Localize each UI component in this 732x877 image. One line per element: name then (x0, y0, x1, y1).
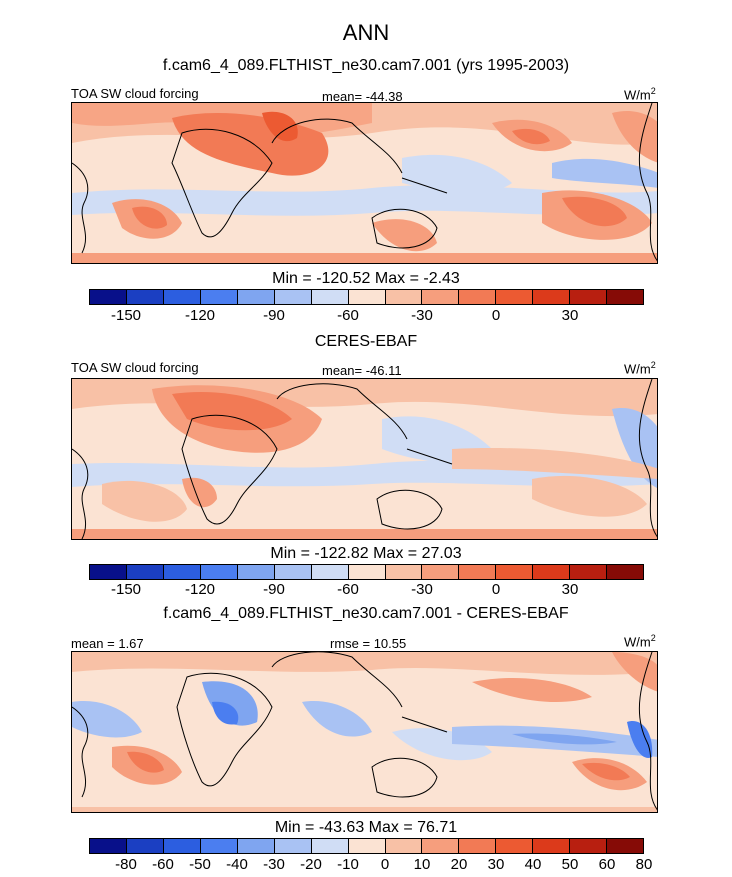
colorbar-tick-label: 10 (413, 856, 431, 873)
panel2-mean-label: mean= -46.11 (322, 363, 402, 378)
colorbar-tick-label: -20 (300, 856, 322, 873)
colorbar-tick-label: -60 (152, 856, 174, 873)
colorbar-swatch (422, 839, 460, 853)
colorbar-tick-label: -40 (226, 856, 248, 873)
panel1-colorbar-ticks: -150 -120 -90 -60 -30 0 30 (89, 307, 644, 325)
colorbar-swatch (90, 565, 127, 579)
colorbar-swatch (570, 839, 608, 853)
colorbar-swatch (274, 839, 312, 853)
colorbar-swatch (274, 290, 312, 304)
colorbar-tick-label: -60 (337, 307, 359, 324)
panel3-map (71, 651, 658, 813)
colorbar-swatch (237, 290, 275, 304)
panel3-mean-label: mean = 1.67 (71, 636, 144, 651)
colorbar-swatch (459, 839, 497, 853)
panel1-subtitle: f.cam6_4_089.FLTHIST_ne30.cam7.001 (yrs … (162, 57, 570, 74)
colorbar-swatch (496, 839, 534, 853)
colorbar-swatch (385, 565, 423, 579)
colorbar-swatch (90, 839, 127, 853)
colorbar-swatch (533, 290, 571, 304)
colorbar-swatch (126, 839, 164, 853)
colorbar-swatch (126, 565, 164, 579)
colorbar-tick-label: -30 (411, 307, 433, 324)
colorbar-tick-label: -120 (184, 307, 216, 324)
colorbar-tick-label: 30 (561, 581, 579, 598)
colorbar-tick-label: 80 (635, 856, 653, 873)
colorbar-swatch (607, 565, 644, 579)
colorbar-swatch (200, 839, 238, 853)
colorbar-swatch (237, 565, 275, 579)
panel1-minmax: Min = -120.52 Max = -2.43 (272, 270, 460, 287)
colorbar-swatch (200, 565, 238, 579)
colorbar-tick-label: -60 (337, 581, 359, 598)
panel1-mean-label: mean= -44.38 (322, 89, 403, 104)
figure-title: ANN (342, 20, 390, 45)
panel3-colorbar-ticks: -80 -60 -50 -40 -30 -20 -10 0 10 20 30 40 50 60 80 (89, 856, 652, 874)
colorbar-swatch (274, 565, 312, 579)
colorbar-tick-label: 0 (380, 856, 390, 873)
colorbar-swatch (348, 290, 386, 304)
colorbar-tick-label: 40 (524, 856, 542, 873)
panel3-colorbar (89, 838, 644, 854)
colorbar-swatch (90, 290, 127, 304)
colorbar-swatch (459, 290, 497, 304)
colorbar-tick-label: 50 (561, 856, 579, 873)
colorbar-swatch (607, 290, 644, 304)
panel2-map (71, 378, 658, 540)
colorbar-swatch (459, 565, 497, 579)
colorbar-swatch (496, 290, 534, 304)
panel3-units-label: W/m2 (624, 633, 656, 650)
panel3-subtitle: f.cam6_4_089.FLTHIST_ne30.cam7.001 - CER… (163, 605, 569, 622)
panel1-colorbar (89, 289, 644, 305)
panel2-field-label: TOA SW cloud forcing (71, 360, 199, 375)
colorbar-tick-label: -150 (110, 581, 142, 598)
panel3-minmax: Min = -43.63 Max = 76.71 (274, 819, 458, 836)
colorbar-tick-label: -120 (184, 581, 216, 598)
colorbar-tick-label: -150 (110, 307, 142, 324)
colorbar-swatch (570, 290, 608, 304)
colorbar-tick-label: -50 (189, 856, 211, 873)
colorbar-tick-label: 0 (491, 581, 501, 598)
colorbar-tick-label: -10 (337, 856, 359, 873)
colorbar-swatch (533, 839, 571, 853)
colorbar-tick-label: 20 (450, 856, 468, 873)
colorbar-swatch (348, 565, 386, 579)
colorbar-swatch (237, 839, 275, 853)
colorbar-swatch (163, 290, 201, 304)
panel2-units-label: W/m2 (624, 360, 656, 377)
colorbar-tick-label: -90 (263, 307, 285, 324)
colorbar-tick-label: -30 (263, 856, 285, 873)
panel1-map (71, 102, 658, 264)
colorbar-tick-label: 30 (561, 307, 579, 324)
colorbar-swatch (533, 565, 571, 579)
colorbar-swatch (311, 290, 349, 304)
panel2-subtitle: CERES-EBAF (314, 333, 418, 350)
colorbar-tick-label: -80 (115, 856, 137, 873)
colorbar-tick-label: 0 (491, 307, 501, 324)
colorbar-tick-label: 30 (487, 856, 505, 873)
colorbar-swatch (570, 565, 608, 579)
colorbar-swatch (311, 839, 349, 853)
colorbar-swatch (126, 290, 164, 304)
colorbar-swatch (496, 565, 534, 579)
colorbar-tick-label: -30 (411, 581, 433, 598)
colorbar-swatch (607, 839, 644, 853)
colorbar-swatch (422, 565, 460, 579)
colorbar-swatch (422, 290, 460, 304)
panel3-rmse-label: rmse = 10.55 (330, 636, 407, 651)
panel1-units-label: W/m2 (624, 86, 656, 103)
colorbar-tick-label: -90 (263, 581, 285, 598)
panel1-field-label: TOA SW cloud forcing (71, 86, 199, 101)
panel2-minmax: Min = -122.82 Max = 27.03 (270, 545, 462, 562)
colorbar-swatch (311, 565, 349, 579)
colorbar-swatch (200, 290, 238, 304)
panel2-colorbar (89, 564, 644, 580)
colorbar-swatch (163, 565, 201, 579)
colorbar-swatch (385, 839, 423, 853)
colorbar-swatch (348, 839, 386, 853)
panel2-colorbar-ticks: -150 -120 -90 -60 -30 0 30 (89, 581, 644, 599)
colorbar-swatch (385, 290, 423, 304)
colorbar-tick-label: 60 (598, 856, 616, 873)
colorbar-swatch (163, 839, 201, 853)
